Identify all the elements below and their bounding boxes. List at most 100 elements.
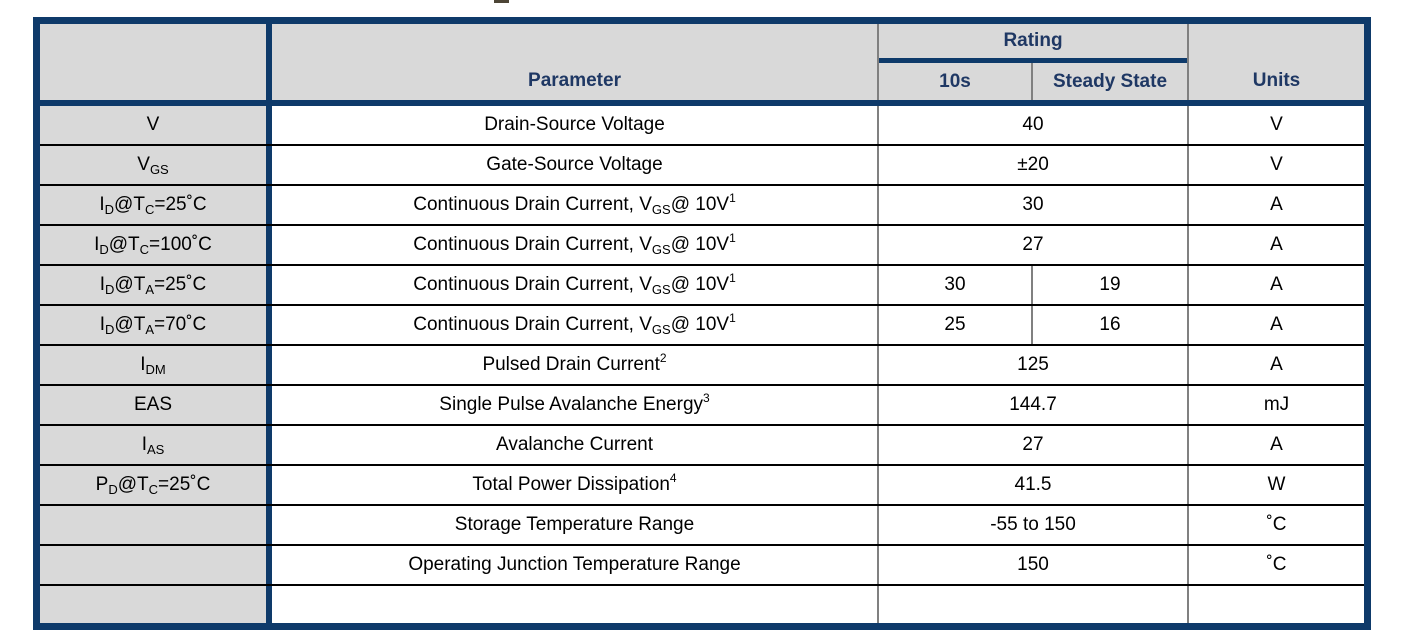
rating-value: 30 [1022,194,1044,215]
text-segment: EAS [133,394,173,415]
rating-value: 144.7 [1009,394,1057,415]
text-segment: V [146,114,160,135]
text-segment: Operating Junction Temperature Range [408,554,741,575]
table-row: EAS Single Pulse Avalanche Energy 3 144.7… [40,386,1364,426]
text-subscript: D [104,201,115,217]
parameter-cell: Continuous Drain Current, V GS @ 10V 1 [272,306,879,344]
text-segment: Single Pulse Avalanche Energy [439,394,704,415]
parameter-cell: Total Power Dissipation 4 [272,466,879,504]
table-row: P D @T C =25˚C Total Power Dissipation 4 41.5… [40,466,1364,506]
parameter-cell: Drain-Source Voltage [272,106,879,144]
text-segment: @T [117,474,149,495]
text-segment: Continuous Drain Current, V [413,274,652,295]
text-segment: V [137,154,150,175]
parameter-cell: Storage Temperature Range [272,506,879,544]
rating-value-10s: 25 [879,306,1033,344]
rating-header-cell: Rating [879,24,1187,58]
text-subscript: C [148,481,159,497]
units-cell: mJ [1263,394,1290,415]
units-cell: ˚C [1266,554,1287,575]
table-row: I AS Avalanche Current 27 A [40,426,1364,466]
symbol-cell [40,546,272,584]
units-cell: V [1270,114,1283,135]
rating-steady-state-header-cell: Steady State [1033,63,1187,100]
table-row: I D @T C =25˚C Continuous Drain Current, V GS… [40,186,1364,226]
rating-cell: 30 19 [879,266,1189,304]
units-cell: A [1270,234,1283,255]
rating-value: 150 [1017,554,1049,575]
text-segment: @T [114,274,146,295]
text-segment: Continuous Drain Current, V [413,194,652,215]
rating-cell: 41.5 [879,466,1189,504]
text-supscript: 4 [669,471,677,485]
units-cell: V [1270,154,1283,175]
rating-value-steady-state: 16 [1099,314,1121,335]
rating-value: -55 to 150 [990,514,1076,535]
table-row: V Drain-Source Voltage 40 V [40,106,1364,146]
rating-cell: -55 to 150 [879,506,1189,544]
rating-cell: 30 [879,186,1189,224]
table-row: I D @T A =70˚C Continuous Drain Current, V GS… [40,306,1364,346]
units-header-label: Units [1252,70,1301,91]
rating-cell: 27 [879,426,1189,464]
symbol-cell: EAS [40,386,272,424]
text-subscript: C [139,241,150,257]
units-cell: W [1267,474,1286,495]
units-cell: A [1270,434,1283,455]
units-cell: ˚C [1266,514,1287,535]
text-segment: I [140,354,146,375]
text-segment: @ 10V [670,274,730,295]
symbol-cell: P D @T C =25˚C [40,466,272,504]
text-subscript: C [144,201,155,217]
parameter-column-header: Parameter [272,24,879,100]
table-row: V GS Gate-Source Voltage ±20 V [40,146,1364,186]
text-subscript: DM [145,361,166,377]
text-segment: I [99,314,106,335]
text-segment: @ 10V [670,194,730,215]
rating-value-steady-state: 19 [1099,274,1121,295]
rating-cell: 144.7 [879,386,1189,424]
rating-cell [879,586,1189,623]
text-segment: Continuous Drain Current, V [413,234,652,255]
text-supscript: 1 [729,311,736,325]
text-segment: Total Power Dissipation [472,474,670,495]
text-supscript: 3 [703,391,710,405]
text-segment: Drain-Source Voltage [484,114,665,135]
rating-cell: 27 [879,226,1189,264]
rating-value [879,586,1187,623]
rating-header-underline [879,58,1187,63]
parameter-cell: Continuous Drain Current, V GS @ 10V 1 [272,226,879,264]
text-supscript: 1 [729,231,736,245]
rating-value: 125 [1017,354,1049,375]
text-subscript: GS [651,281,671,297]
symbol-cell: I AS [40,426,272,464]
text-segment: =25˚C [153,274,207,295]
text-segment: Storage Temperature Range [454,514,695,535]
text-subscript: GS [651,241,671,257]
symbol-cell: I D @T C =100˚C [40,226,272,264]
symbol-cell: V [40,106,272,144]
rating-cell: 40 [879,106,1189,144]
text-subscript: D [105,321,115,337]
rating-cell: 25 16 [879,306,1189,344]
text-subscript: D [108,481,118,497]
rating-cell: ±20 [879,146,1189,184]
parameter-cell: Continuous Drain Current, V GS @ 10V 1 [272,186,879,224]
text-subscript: GS [149,161,169,177]
text-subscript: A [145,321,154,337]
maximum-ratings-table: Parameter Rating 10s Steady State Units … [33,17,1371,630]
symbol-column-header [40,24,272,100]
units-column-header: Units [1189,24,1364,100]
symbol-cell: I D @T A =70˚C [40,306,272,344]
rating-column-header: Rating 10s Steady State [879,24,1189,100]
parameter-cell: Gate-Source Voltage [272,146,879,184]
rating-value: 41.5 [1014,474,1052,495]
rating-cell: 125 [879,346,1189,384]
parameter-cell: Continuous Drain Current, V GS @ 10V 1 [272,266,879,304]
table-row [40,586,1364,623]
text-subscript: A [145,281,154,297]
text-segment: Gate-Source Voltage [486,154,663,175]
table-row: Operating Junction Temperature Range 150… [40,546,1364,586]
rating-steady-state-header-label: Steady State [1052,70,1168,92]
